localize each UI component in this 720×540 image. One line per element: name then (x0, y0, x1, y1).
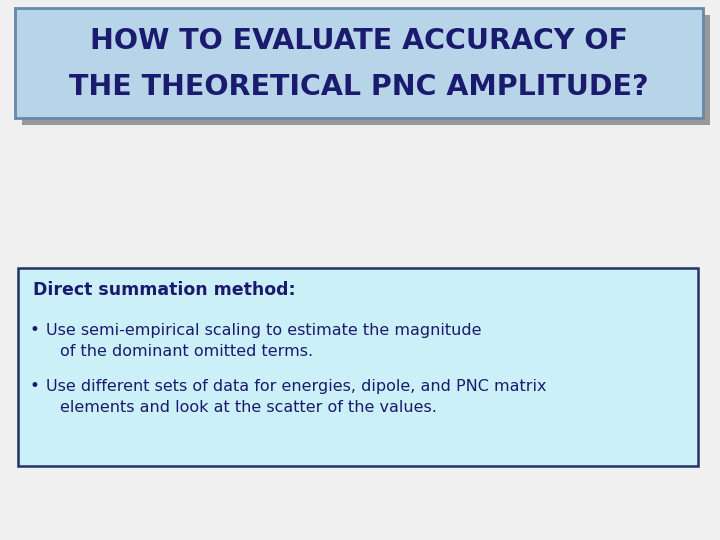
Text: Direct summation method:: Direct summation method: (33, 281, 296, 299)
FancyBboxPatch shape (15, 8, 703, 118)
Text: HOW TO EVALUATE ACCURACY OF: HOW TO EVALUATE ACCURACY OF (90, 27, 628, 55)
FancyBboxPatch shape (18, 268, 698, 466)
Text: Use semi-empirical scaling to estimate the magnitude: Use semi-empirical scaling to estimate t… (46, 322, 482, 338)
FancyBboxPatch shape (22, 15, 710, 125)
Text: of the dominant omitted terms.: of the dominant omitted terms. (60, 343, 313, 359)
Text: THE THEORETICAL PNC AMPLITUDE?: THE THEORETICAL PNC AMPLITUDE? (69, 73, 649, 101)
Text: •: • (30, 377, 40, 395)
Text: •: • (30, 321, 40, 339)
Text: Use different sets of data for energies, dipole, and PNC matrix: Use different sets of data for energies,… (46, 379, 546, 394)
Text: elements and look at the scatter of the values.: elements and look at the scatter of the … (60, 400, 437, 415)
